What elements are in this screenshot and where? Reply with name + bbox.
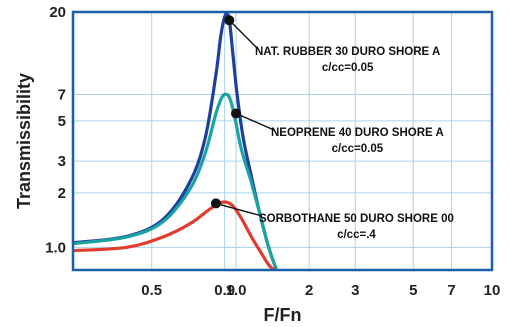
annotations: NAT. RUBBER 30 DURO SHORE A c/cc=0.05 NEOP…: [255, 46, 454, 241]
y-tick-label-0: 1.0: [45, 239, 66, 256]
x-tick-label-6: 7: [447, 282, 455, 299]
annotation-marker-2: [210, 198, 221, 209]
annotation-leader-2: [215, 202, 263, 217]
annotation-marker-1: [231, 108, 242, 119]
x-tick-label-1: 0.9: [214, 282, 235, 299]
annotation-leaders: [215, 19, 275, 217]
annotation-leader-1: [235, 112, 275, 131]
y-tick-label-4: 7: [58, 86, 66, 103]
y-tick-label-2: 3: [58, 153, 66, 170]
annotation-damping-2: c/cc=.4: [337, 229, 376, 241]
annotation-marker-0: [224, 15, 235, 26]
series-line-2: [73, 200, 276, 270]
x-tick-label-0: 0.5: [141, 282, 162, 299]
series-line-1: [73, 92, 279, 270]
y-axis-label: Transmissibility: [14, 73, 34, 209]
annotation-material-1: NEOPRENE 40 DURO SHORE A: [271, 127, 444, 139]
y-tick-label-1: 2: [58, 185, 66, 202]
annotation-leader-0: [228, 19, 259, 50]
x-tick-label-4: 3: [351, 282, 359, 299]
annotation-material-0: NAT. RUBBER 30 DURO SHORE A: [255, 46, 440, 58]
series-layer: [73, 12, 279, 270]
annotation-material-2: SORBOTHANE 50 DURO SHORE 00: [259, 213, 454, 225]
x-axis-label: F/Fn: [264, 305, 302, 325]
x-tick-label-2: 1.0: [226, 282, 247, 299]
markers: [210, 15, 242, 209]
plot-frame: [71, 10, 494, 272]
y-tick-label-3: 5: [58, 113, 66, 130]
y-tick-label-5: 20: [49, 4, 66, 21]
annotation-damping-1: c/cc=0.05: [332, 143, 384, 155]
x-tick-label-5: 5: [409, 282, 417, 299]
y-tick-labels: 1.0 2 3 5 7 20: [45, 4, 66, 256]
annotation-damping-0: c/cc=0.05: [322, 62, 374, 74]
x-tick-labels: 0.5 0.91.0 2 3 5 7 10: [141, 282, 500, 299]
x-tick-label-7: 10: [484, 282, 501, 299]
x-tick-label-3: 2: [305, 282, 313, 299]
